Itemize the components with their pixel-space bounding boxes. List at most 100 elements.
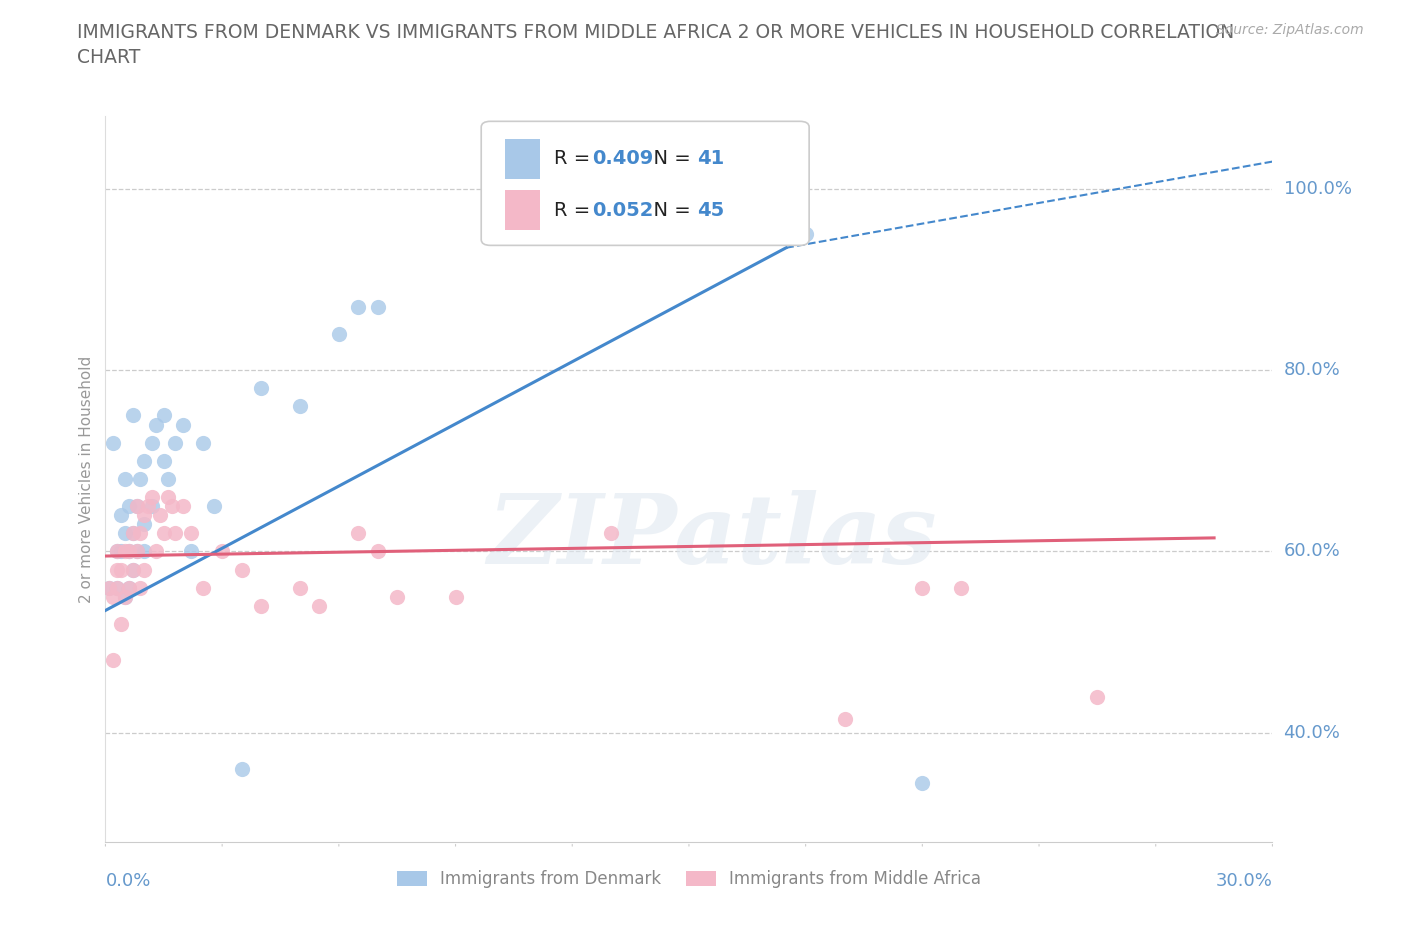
Point: [172, 498, 194, 513]
Point: [165, 526, 187, 541]
Point: [141, 435, 163, 450]
Point: [121, 562, 143, 577]
Point: [385, 590, 409, 604]
Point: [103, 653, 125, 668]
Point: [367, 544, 389, 559]
FancyBboxPatch shape: [505, 139, 540, 179]
Point: [347, 526, 370, 541]
Point: [165, 435, 187, 450]
Point: [118, 580, 141, 595]
Point: [118, 544, 141, 559]
Point: [110, 617, 132, 631]
Text: R =: R =: [554, 149, 596, 168]
Point: [110, 562, 132, 577]
Text: 41: 41: [697, 149, 724, 168]
Point: [110, 544, 132, 559]
Point: [308, 599, 330, 614]
Point: [125, 544, 148, 559]
Point: [444, 590, 467, 604]
Point: [125, 544, 148, 559]
Text: 60.0%: 60.0%: [1284, 542, 1340, 561]
Text: 45: 45: [697, 201, 724, 219]
Point: [288, 399, 311, 414]
Text: 80.0%: 80.0%: [1284, 361, 1340, 379]
Point: [103, 590, 125, 604]
Text: N =: N =: [641, 149, 697, 168]
Point: [211, 544, 233, 559]
Point: [950, 580, 973, 595]
Point: [121, 408, 143, 423]
Point: [156, 472, 179, 486]
Point: [118, 498, 141, 513]
Point: [129, 526, 152, 541]
Point: [136, 498, 159, 513]
Point: [1087, 689, 1109, 704]
Point: [118, 580, 141, 595]
Point: [717, 181, 740, 196]
Point: [156, 489, 179, 504]
Point: [129, 580, 152, 595]
Point: [105, 580, 128, 595]
Point: [328, 326, 350, 341]
Point: [180, 544, 202, 559]
Point: [153, 408, 174, 423]
Point: [911, 580, 934, 595]
Point: [600, 526, 623, 541]
Point: [134, 454, 156, 469]
Point: [231, 762, 253, 777]
Point: [250, 599, 273, 614]
Point: [110, 508, 132, 523]
Point: [103, 435, 125, 450]
Point: [191, 435, 214, 450]
Point: [160, 498, 183, 513]
Point: [250, 381, 273, 396]
Point: [121, 562, 143, 577]
Point: [129, 472, 152, 486]
Text: 0.052: 0.052: [592, 201, 654, 219]
Point: [134, 508, 156, 523]
Text: Source: ZipAtlas.com: Source: ZipAtlas.com: [1216, 23, 1364, 37]
Text: 0.409: 0.409: [592, 149, 654, 168]
FancyBboxPatch shape: [481, 121, 808, 246]
Point: [114, 590, 136, 604]
Point: [149, 508, 172, 523]
Y-axis label: 2 or more Vehicles in Household: 2 or more Vehicles in Household: [79, 355, 94, 603]
Point: [911, 776, 934, 790]
Point: [134, 544, 156, 559]
Point: [145, 417, 167, 432]
Point: [180, 526, 202, 541]
Point: [105, 544, 128, 559]
Point: [114, 472, 136, 486]
Text: 30.0%: 30.0%: [1216, 872, 1272, 890]
Text: 100.0%: 100.0%: [1284, 179, 1351, 198]
Point: [125, 498, 148, 513]
Point: [114, 590, 136, 604]
Point: [121, 526, 143, 541]
Text: ZIPatlas: ZIPatlas: [488, 490, 936, 584]
Point: [145, 544, 167, 559]
Point: [191, 580, 214, 595]
Text: R =: R =: [554, 201, 596, 219]
Point: [347, 299, 370, 314]
Text: 40.0%: 40.0%: [1284, 724, 1340, 742]
Point: [794, 227, 817, 242]
Point: [834, 711, 856, 726]
Point: [114, 526, 136, 541]
Legend: Immigrants from Denmark, Immigrants from Middle Africa: Immigrants from Denmark, Immigrants from…: [389, 864, 988, 895]
Text: N =: N =: [641, 201, 697, 219]
Point: [125, 498, 148, 513]
Point: [118, 544, 141, 559]
Point: [231, 562, 253, 577]
Point: [134, 517, 156, 532]
Text: 0.0%: 0.0%: [105, 872, 150, 890]
Point: [134, 562, 156, 577]
Text: IMMIGRANTS FROM DENMARK VS IMMIGRANTS FROM MIDDLE AFRICA 2 OR MORE VEHICLES IN H: IMMIGRANTS FROM DENMARK VS IMMIGRANTS FR…: [77, 23, 1234, 42]
Point: [141, 498, 163, 513]
Point: [202, 498, 225, 513]
Point: [98, 580, 121, 595]
Point: [98, 580, 121, 595]
Point: [367, 299, 389, 314]
Point: [105, 562, 128, 577]
Point: [105, 544, 128, 559]
Point: [172, 417, 194, 432]
